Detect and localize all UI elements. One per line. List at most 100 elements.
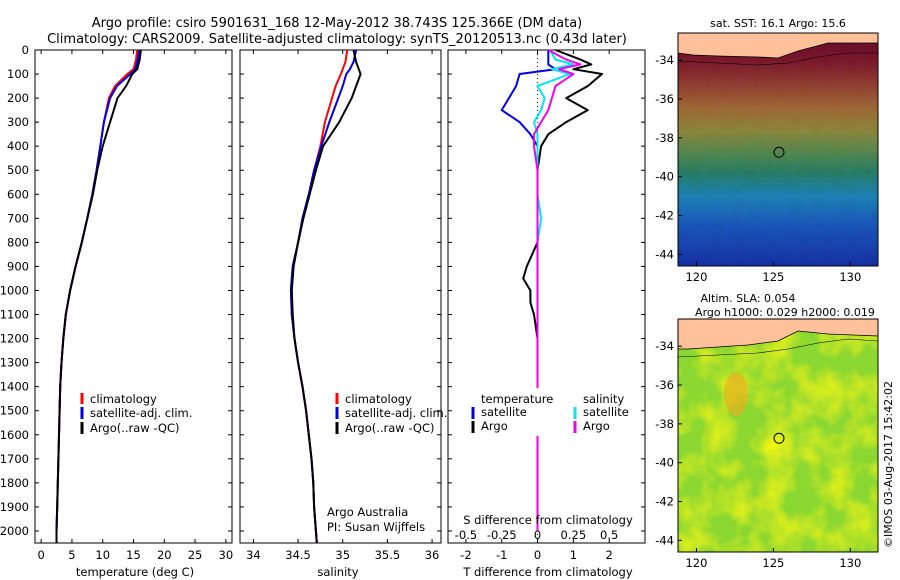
difference-plot-frame	[447, 49, 646, 544]
difference-top-label: S difference from climatology	[463, 513, 633, 527]
depth-tick-label: 1700	[0, 452, 29, 466]
sla-field	[678, 319, 878, 552]
salinity-panel: 34 34.5 35 35.5 36 climatology satellite-adj…	[239, 49, 447, 579]
salinity-series	[289, 49, 362, 544]
sla-coastline	[678, 330, 878, 350]
lat-tick-label: -34	[655, 339, 674, 353]
depth-tick-label: 1200	[0, 332, 29, 346]
legend-label-t-satellite: satellite	[481, 405, 527, 419]
difference-panel: -2 -1 0 1 2 temperature salinity satellite A…	[447, 49, 646, 579]
legend-label-s-satellite: satellite	[583, 405, 629, 419]
x-tick-label: 15	[126, 548, 141, 562]
legend-label-s-argo: Argo	[583, 419, 610, 433]
lat-tick-label: -42	[655, 209, 674, 223]
sst-map-axes: -34 -36 -38 -40 -42 -44 120 125 130	[655, 53, 861, 284]
x-tick-label: 36	[425, 548, 440, 562]
x-tick-label: 35	[335, 548, 350, 562]
sst-map: sat. SST: 16.1 Argo: 15.6	[655, 17, 879, 284]
difference-xlabel: T difference from climatology	[462, 565, 633, 579]
legend-label-satellite: satellite-adj. clim.	[345, 406, 447, 420]
sla-land	[678, 319, 878, 349]
temperature-axes: 0100200300400500600700800900100011001200…	[0, 43, 233, 562]
lon-tick-label: 125	[762, 270, 784, 284]
difference-legend-background	[468, 388, 628, 436]
depth-tick-label: 1500	[0, 404, 29, 418]
sst-depth-contour	[678, 52, 878, 66]
depth-tick-label: 100	[7, 67, 29, 81]
series-line-argo-raw-qc	[55, 49, 142, 543]
x-tick-label: 34	[246, 548, 261, 562]
sla-map-frame	[677, 318, 879, 553]
x-tick-label: -2	[460, 548, 471, 562]
sst-field	[678, 33, 878, 266]
depth-tick-label: 1400	[0, 380, 29, 394]
depth-tick-label: 800	[7, 235, 29, 249]
depth-tick-label: 600	[7, 187, 29, 201]
lat-tick-label: -40	[655, 170, 674, 184]
lon-tick-label: 130	[839, 556, 861, 570]
depth-tick-label: 300	[7, 115, 29, 129]
depth-tick-label: 700	[7, 211, 29, 225]
s-difference-tick-label: 0.25	[561, 528, 587, 542]
legend-label-argo: Argo(..raw -QC)	[345, 421, 435, 435]
s-difference-tick-label: -0.5	[455, 528, 477, 542]
lat-tick-label: -42	[655, 495, 674, 509]
difference-axes: -2 -1 0 1 2	[448, 49, 645, 562]
depth-tick-label: 1900	[0, 500, 29, 514]
sst-land	[678, 33, 878, 58]
depth-tick-label: 500	[7, 163, 29, 177]
sla-map-title-1: Altim. SLA: 0.054	[700, 292, 795, 305]
depth-tick-label: 0	[22, 43, 29, 57]
sla-depth-contour	[678, 338, 878, 358]
series-line-argo-raw-qc	[290, 49, 362, 544]
temperature-xlabel: temperature (deg C)	[76, 565, 194, 579]
lat-tick-label: -38	[655, 417, 674, 431]
difference-legend: temperature salinity satellite Argo sate…	[468, 388, 629, 436]
temperature-series	[55, 49, 142, 543]
series-line-s-argo	[533, 49, 582, 531]
lat-tick-label: -38	[655, 131, 674, 145]
temperature-plot-frame	[34, 49, 233, 544]
sst-map-frame	[677, 32, 879, 267]
annotation-pi-name: PI: Susan Wijffels	[327, 520, 425, 534]
salinity-difference-ticks: -0.5 -0.25 0 0.25 0.5	[455, 528, 619, 542]
title-line-2: Climatology: CARS2009. Satellite-adjuste…	[47, 32, 627, 47]
s-difference-tick-label: 0	[534, 528, 541, 542]
sst-map-title: sat. SST: 16.1 Argo: 15.6	[710, 17, 846, 30]
lat-tick-label: -44	[655, 533, 674, 547]
lat-tick-label: -44	[655, 247, 674, 261]
lat-tick-label: -36	[655, 378, 674, 392]
x-tick-label: 10	[95, 548, 110, 562]
legend-label-climatology: climatology	[90, 392, 157, 406]
salinity-axes: 34 34.5 35 35.5 36	[240, 49, 441, 562]
legend-header-salinity: salinity	[583, 392, 624, 406]
sla-map: Altim. SLA: 0.054 Argo h1000: 0.029 h200…	[655, 292, 879, 570]
sla-texture	[678, 319, 878, 552]
depth-tick-label: 400	[7, 139, 29, 153]
depth-tick-label: 900	[7, 259, 29, 273]
profile-location-marker	[773, 146, 785, 158]
lon-tick-label: 125	[762, 556, 784, 570]
depth-tick-label: 1000	[0, 283, 29, 297]
profile-location-marker	[773, 432, 785, 444]
salinity-legend: climatology satellite-adj. clim. Argo(..…	[335, 392, 447, 435]
lat-tick-label: -40	[655, 456, 674, 470]
x-tick-label: 0	[534, 548, 541, 562]
s-difference-tick-label: 0.5	[600, 528, 618, 542]
title-line-1: Argo profile: csiro 5901631_168 12-May-2…	[92, 16, 583, 31]
sla-map-axes: -34 -36 -38 -40 -42 -44 120 125 130	[655, 339, 861, 570]
x-tick-label: 0	[37, 548, 44, 562]
sla-warm-patch	[724, 372, 748, 416]
legend-label-satellite: satellite-adj. clim.	[90, 406, 192, 420]
salinity-plot-frame	[239, 49, 442, 544]
temperature-panel: 0100200300400500600700800900100011001200…	[0, 43, 233, 579]
x-tick-label: 20	[157, 548, 172, 562]
x-tick-label: 1	[570, 548, 577, 562]
x-tick-label: 2	[606, 548, 613, 562]
sst-texture	[678, 33, 878, 266]
lat-tick-label: -36	[655, 92, 674, 106]
temperature-legend: climatology satellite-adj. clim. Argo(..…	[80, 392, 192, 435]
salinity-xlabel: salinity	[317, 565, 358, 579]
x-tick-label: 5	[68, 548, 75, 562]
